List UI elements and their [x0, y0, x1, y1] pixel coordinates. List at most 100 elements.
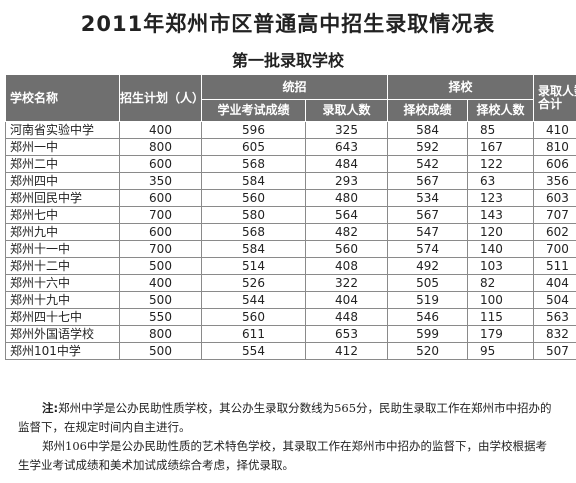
cell-school-name: 郑州一中 [5, 138, 120, 156]
footnote-para-2: 郑州106中学是公办民助性质的艺术特色学校，其录取工作在郑州市中招办的监督下，由… [18, 439, 547, 472]
table-row: 郑州九中 600 568 482 547 120 602 [5, 223, 576, 241]
table-row: 郑州101中学 500 554 412 520 95 507 [5, 342, 576, 360]
cell-select-score: 534 [387, 189, 469, 207]
cell-unified-score: 560 [201, 189, 306, 207]
header-select: 择校 [387, 74, 535, 100]
cell-select-score: 567 [387, 206, 469, 224]
cell-select-score: 519 [387, 291, 469, 309]
cell-select-count: 82 [467, 274, 535, 292]
header-select-count: 择校人数 [467, 99, 535, 122]
admission-table: 学校名称 招生计划（人） 统招 择校 录取人数合计 学业考试成绩 录取人数 择校… [5, 74, 576, 360]
cell-school-name: 河南省实验中学 [5, 121, 120, 139]
cell-unified-count: 325 [304, 121, 389, 139]
cell-total: 606 [533, 155, 576, 173]
cell-unified-score: 568 [201, 223, 306, 241]
cell-select-score: 547 [387, 223, 469, 241]
cell-total: 707 [533, 206, 576, 224]
header-unified: 统招 [200, 74, 389, 100]
table-row: 郑州一中 800 605 643 592 167 810 [5, 138, 576, 156]
cell-total: 603 [533, 189, 576, 207]
cell-select-score: 599 [387, 325, 469, 343]
cell-unified-score: 560 [201, 308, 306, 326]
cell-unified-count: 448 [304, 308, 389, 326]
footnote-label: 注: [42, 401, 59, 415]
cell-select-count: 63 [467, 172, 535, 190]
table-body: 河南省实验中学 400 596 325 584 85 410 郑州一中 800 605 643 592… [5, 121, 576, 360]
cell-select-count: 120 [467, 223, 535, 241]
cell-plan: 700 [119, 240, 202, 258]
cell-total: 356 [533, 172, 576, 190]
cell-select-score: 546 [387, 308, 469, 326]
cell-school-name: 郑州外国语学校 [5, 325, 120, 343]
cell-unified-score: 514 [201, 257, 306, 275]
cell-select-count: 100 [467, 291, 535, 309]
cell-select-score: 492 [387, 257, 469, 275]
cell-select-count: 140 [467, 240, 535, 258]
cell-school-name: 郑州回民中学 [5, 189, 120, 207]
cell-plan: 600 [119, 155, 202, 173]
cell-total: 563 [533, 308, 576, 326]
header-select-score: 择校成绩 [387, 99, 469, 122]
cell-school-name: 郑州四十七中 [5, 308, 120, 326]
header-plan: 招生计划（人） [119, 74, 204, 122]
cell-unified-score: 580 [201, 206, 306, 224]
cell-plan: 550 [119, 308, 202, 326]
cell-unified-count: 653 [304, 325, 389, 343]
cell-select-count: 122 [467, 155, 535, 173]
cell-select-count: 95 [467, 342, 535, 360]
header-unified-count: 录取人数 [304, 99, 389, 122]
cell-unified-score: 526 [201, 274, 306, 292]
cell-total: 404 [533, 274, 576, 292]
page-title: 2011年郑州市区普通高中招生录取情况表 [80, 12, 496, 36]
cell-select-count: 179 [467, 325, 535, 343]
cell-total: 832 [533, 325, 576, 343]
cell-school-name: 郑州十六中 [5, 274, 120, 292]
cell-unified-score: 611 [201, 325, 306, 343]
cell-total: 504 [533, 291, 576, 309]
footnote: 注:郑州中学是公办民助性质学校，其公办生录取分数线为565分，民助生录取工作在郑… [18, 399, 558, 475]
table-row: 郑州四中 350 584 293 567 63 356 [5, 172, 576, 190]
header-school-name: 学校名称 [5, 74, 120, 122]
cell-school-name: 郑州十一中 [5, 240, 120, 258]
cell-school-name: 郑州七中 [5, 206, 120, 224]
cell-total: 507 [533, 342, 576, 360]
cell-school-name: 郑州十二中 [5, 257, 120, 275]
cell-select-score: 567 [387, 172, 469, 190]
cell-plan: 350 [119, 172, 202, 190]
cell-select-count: 85 [467, 121, 535, 139]
cell-select-score: 520 [387, 342, 469, 360]
cell-plan: 500 [119, 257, 202, 275]
cell-select-count: 103 [467, 257, 535, 275]
cell-select-score: 505 [387, 274, 469, 292]
cell-plan: 600 [119, 189, 202, 207]
cell-select-count: 167 [467, 138, 535, 156]
cell-total: 810 [533, 138, 576, 156]
cell-school-name: 郑州四中 [5, 172, 120, 190]
cell-unified-score: 584 [201, 172, 306, 190]
footnote-para-1: 注:郑州中学是公办民助性质学校，其公办生录取分数线为565分，民助生录取工作在郑… [18, 399, 558, 437]
cell-select-score: 542 [387, 155, 469, 173]
cell-select-count: 143 [467, 206, 535, 224]
cell-unified-count: 412 [304, 342, 389, 360]
table-row: 郑州十六中 400 526 322 505 82 404 [5, 274, 576, 292]
cell-unified-score: 544 [201, 291, 306, 309]
table-row: 郑州十二中 500 514 408 492 103 511 [5, 257, 576, 275]
cell-unified-score: 596 [201, 121, 306, 139]
cell-select-score: 574 [387, 240, 469, 258]
cell-unified-score: 568 [201, 155, 306, 173]
cell-unified-count: 484 [304, 155, 389, 173]
cell-select-count: 123 [467, 189, 535, 207]
cell-school-name: 郑州101中学 [5, 342, 120, 360]
cell-unified-count: 564 [304, 206, 389, 224]
header-total: 录取人数合计 [533, 74, 576, 122]
footnote-text-1: 郑州中学是公办民助性质学校，其公办生录取分数线为565分，民助生录取工作在郑州市… [18, 401, 552, 434]
cell-school-name: 郑州二中 [5, 155, 120, 173]
table-row: 郑州七中 700 580 564 567 143 707 [5, 206, 576, 224]
cell-unified-count: 643 [304, 138, 389, 156]
table-row: 郑州外国语学校 800 611 653 599 179 832 [5, 325, 576, 343]
cell-unified-score: 584 [201, 240, 306, 258]
cell-school-name: 郑州十九中 [5, 291, 120, 309]
cell-unified-count: 560 [304, 240, 389, 258]
cell-plan: 800 [119, 325, 202, 343]
